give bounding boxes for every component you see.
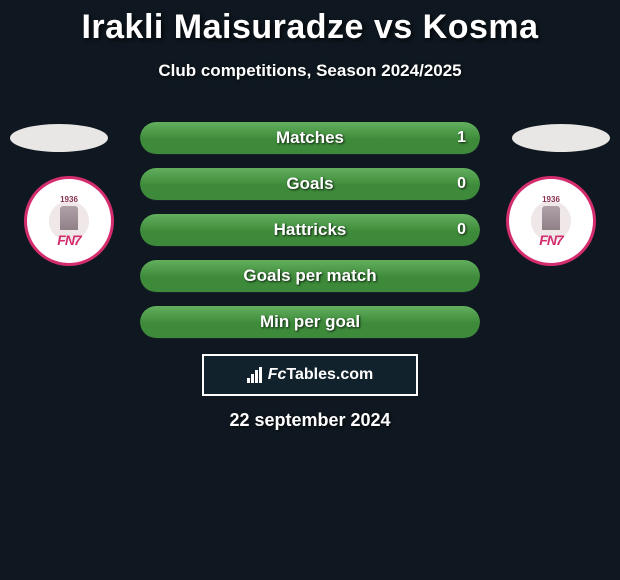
source-box[interactable]: FcTables.com — [202, 354, 418, 396]
stat-bars: Matches1Goals0Hattricks0Goals per matchM… — [140, 122, 480, 352]
player-avatar-left — [10, 124, 108, 152]
club-year-right: 1936 — [542, 195, 560, 204]
page-title: Irakli Maisuradze vs Kosma — [0, 0, 620, 47]
club-logo-right: FN7 — [539, 232, 562, 248]
club-logo-left: FN7 — [57, 232, 80, 248]
stat-label: Goals per match — [140, 260, 480, 292]
chart-icon — [247, 367, 262, 383]
stat-value-right: 1 — [457, 122, 466, 154]
page-subtitle: Club competitions, Season 2024/2025 — [0, 61, 620, 81]
stat-label: Matches — [140, 122, 480, 154]
date-text: 22 september 2024 — [0, 410, 620, 431]
stat-value-right: 0 — [457, 214, 466, 246]
club-badge-right: 1936 FN7 — [506, 176, 596, 266]
stat-bar-row: Hattricks0 — [140, 214, 480, 246]
stat-label: Min per goal — [140, 306, 480, 338]
club-year-left: 1936 — [60, 195, 78, 204]
stat-value-right: 0 — [457, 168, 466, 200]
stat-bar-row: Matches1 — [140, 122, 480, 154]
stat-label: Goals — [140, 168, 480, 200]
stat-bar-row: Goals per match — [140, 260, 480, 292]
player-avatar-right — [512, 124, 610, 152]
club-badge-left: 1936 FN7 — [24, 176, 114, 266]
club-figure-icon — [542, 206, 560, 230]
stat-bar-row: Min per goal — [140, 306, 480, 338]
stat-label: Hattricks — [140, 214, 480, 246]
source-text: FcTables.com — [268, 366, 374, 384]
stat-bar-row: Goals0 — [140, 168, 480, 200]
club-figure-icon — [60, 206, 78, 230]
